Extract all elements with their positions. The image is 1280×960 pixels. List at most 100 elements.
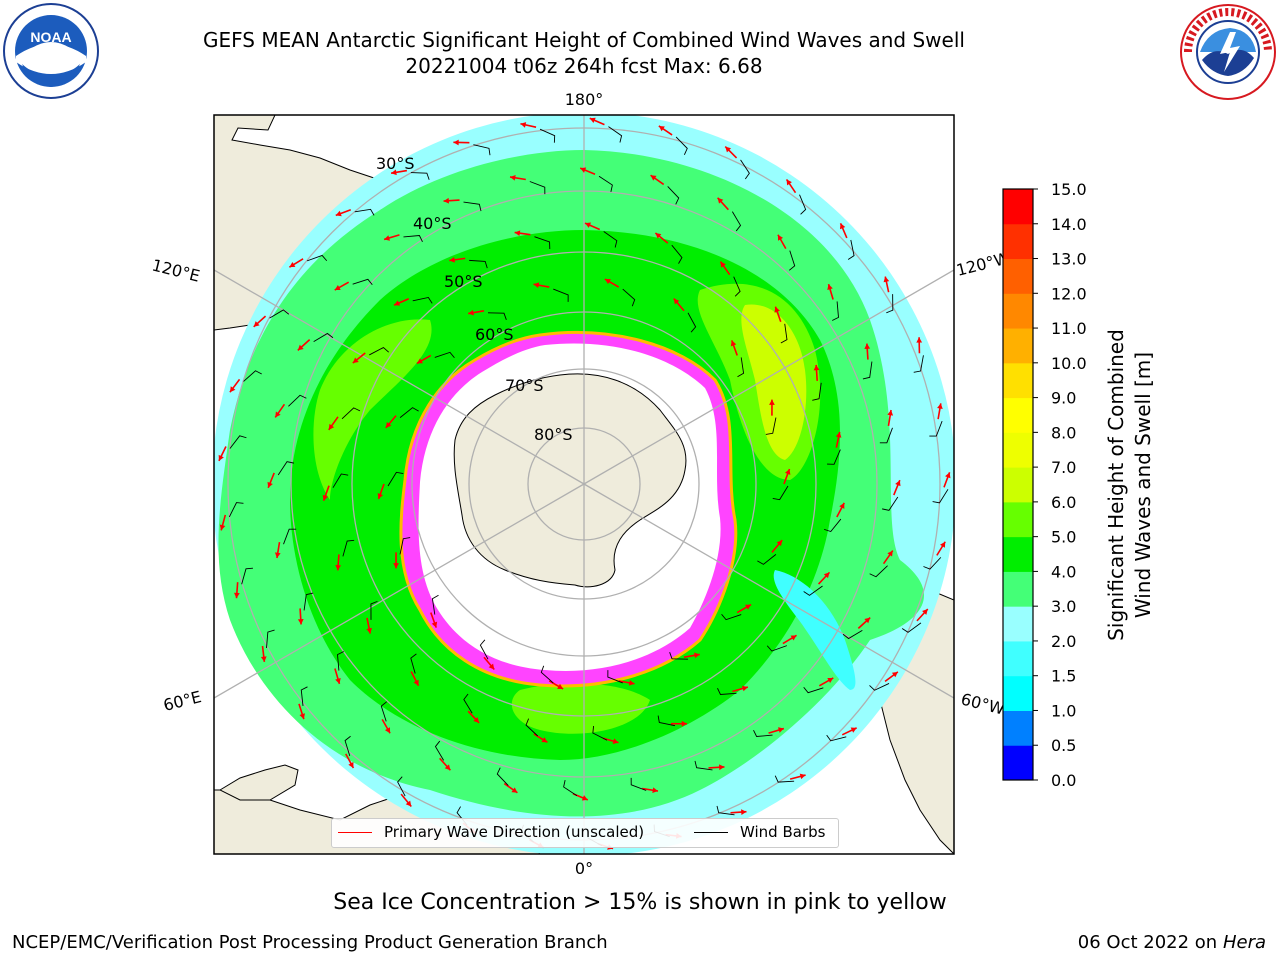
legend-item-wave: Primary Wave Direction (unscaled) [338, 823, 644, 841]
wave-arrow-head [218, 454, 224, 461]
wind-barb [403, 235, 423, 242]
wave-peak-6m [741, 304, 807, 460]
wind-barb [667, 186, 680, 205]
wave-arrow-head [473, 717, 480, 723]
wind-barb [608, 126, 623, 143]
credit-line: NCEP/EMC/Verification Post Processing Pr… [12, 932, 608, 953]
wind-barb [399, 407, 419, 418]
wave-arrow-head [839, 223, 846, 230]
wind-barb [932, 489, 949, 504]
wave-arrow-head [652, 787, 658, 794]
wind-barb [592, 725, 608, 741]
wind-barb [842, 629, 863, 640]
wind-barb [369, 347, 390, 356]
wind-barb [737, 357, 745, 378]
wave-arrow-head [887, 550, 893, 557]
wave-arrow-head [297, 344, 304, 351]
nws-logo [1180, 4, 1276, 100]
colorbar-swatch [1003, 258, 1033, 294]
wind-barb [740, 159, 750, 180]
colorbar-tick-label: 2.0 [1051, 632, 1076, 651]
wind-barb [694, 760, 713, 771]
wave-arrow-head [444, 764, 451, 771]
wind-barb [410, 653, 417, 674]
wind-barb [496, 767, 509, 786]
wave-arrow-head [322, 494, 329, 501]
wind-barb [879, 427, 893, 444]
lat-label-50: 50°S [444, 272, 483, 291]
colorbar-swatch [1003, 397, 1033, 433]
wave-arrow-head [786, 179, 792, 186]
legend-wave-line [338, 831, 372, 833]
wave-arrow-head [850, 727, 857, 733]
wave-arrow-head [604, 279, 611, 285]
wind-barb [332, 473, 349, 488]
madagascar-land [218, 764, 299, 801]
legend-barb-label: Wind Barbs [740, 823, 826, 841]
wave-arrow-head [366, 627, 372, 634]
wave-arrow-head [219, 524, 226, 531]
wind-barb [717, 687, 737, 695]
map-frame [213, 114, 955, 855]
wave-arrow-head [267, 481, 273, 488]
wind-barb [671, 244, 683, 264]
lat-label-60: 60°S [475, 325, 514, 344]
wind-barb [288, 394, 307, 407]
legend-wave-label: Primary Wave Direction (unscaled) [384, 823, 645, 841]
wave-arrow-head [335, 678, 341, 684]
wave-arrow-head [229, 386, 236, 393]
wind-barb [721, 613, 742, 621]
wave-arrow-head [557, 683, 564, 689]
wind-barb [300, 686, 308, 706]
wind-barb [266, 629, 275, 649]
wind-barb [826, 734, 847, 742]
wind-barb [757, 554, 777, 565]
wave-arrow-head [449, 256, 455, 263]
wind-barb [283, 528, 297, 545]
noaa-text: NOAA [30, 29, 71, 45]
wind-barb [788, 250, 796, 271]
lat-label-40: 40°S [413, 214, 452, 233]
legend-barb-line [694, 831, 728, 833]
wave-arrow-head [717, 197, 724, 204]
wind-barb [607, 670, 623, 684]
wind-barb [540, 665, 554, 684]
wave-arrow-head [488, 663, 495, 670]
wave-arrow-head [299, 713, 305, 720]
wind-barb [823, 518, 842, 533]
meridian-60e [214, 483, 585, 699]
wind-barb [765, 417, 777, 435]
wind-barb [803, 585, 823, 596]
wind-barb [354, 208, 375, 216]
wind-barb [303, 592, 314, 611]
wave-arrow-head [945, 472, 951, 479]
wave-arrow-head [511, 787, 518, 793]
colorbar-tick-label: 1.5 [1051, 667, 1076, 686]
wave-arrow-head [612, 738, 619, 744]
wind-barb [344, 735, 351, 757]
wave-arrow-head [658, 125, 665, 132]
wave-arrow-head [719, 764, 725, 771]
lat-label-80: 80°S [534, 425, 573, 444]
lon-label-180: 180° [565, 90, 604, 109]
wave-arrow-head [827, 677, 834, 684]
wind-barb [913, 355, 924, 373]
wave-arrow-head [413, 679, 419, 686]
wave-arrow-head [384, 235, 390, 241]
sea-ice-note: Sea Ice Concentration > 15% is shown in … [333, 890, 947, 915]
wave-arrow-head [274, 552, 281, 558]
wave-arrow-head [443, 197, 449, 204]
wind-barb [669, 652, 689, 660]
colorbar-tick-label: 13.0 [1051, 250, 1087, 269]
colorbar-swatch [1003, 675, 1033, 711]
wind-barb [774, 775, 795, 783]
wind-barb [563, 780, 578, 797]
colorbar-swatch [1003, 189, 1033, 225]
wave-arrow-head [334, 284, 341, 291]
wave-arrow-head [628, 680, 635, 686]
wind-barb [929, 420, 943, 437]
wind-barb [463, 693, 473, 714]
wave-arrow-head [864, 617, 871, 624]
wave-arrow-head [541, 737, 548, 743]
colorbar-swatch [1003, 362, 1033, 399]
